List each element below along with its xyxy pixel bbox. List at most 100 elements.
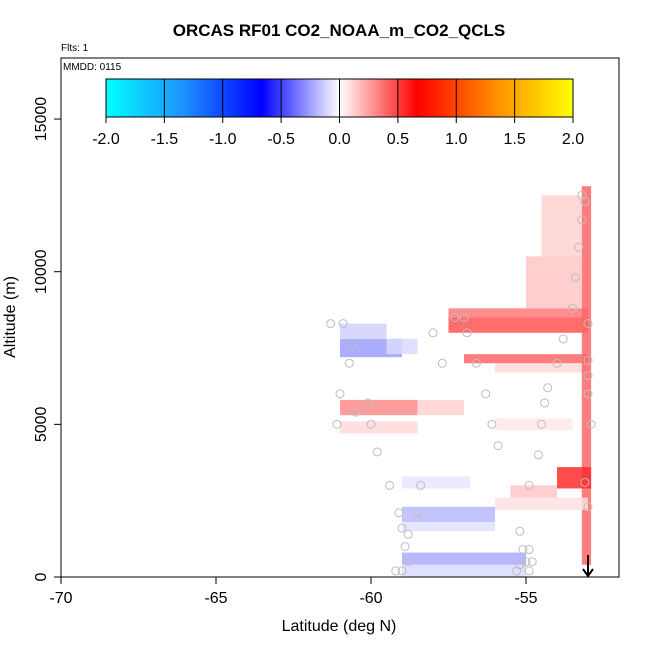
colorbar-tick-label: -1.5	[151, 131, 179, 148]
sample-point	[533, 450, 543, 460]
sample-point	[403, 557, 413, 567]
sample-point	[413, 508, 422, 518]
sample-point	[326, 319, 336, 329]
sample-point	[552, 358, 562, 368]
colorbar-tick-label: -0.5	[267, 131, 295, 148]
flights-annotation: Flts: 1	[61, 43, 89, 54]
sample-point	[515, 526, 525, 536]
heatmap-cell	[340, 421, 418, 434]
sample-point	[558, 334, 568, 344]
sample-point	[543, 383, 553, 393]
sample-point	[338, 319, 348, 329]
sample-point	[397, 566, 407, 576]
heatmap-cell	[495, 418, 573, 431]
x-tick-label: -60	[359, 590, 382, 607]
sample-point	[527, 557, 537, 567]
colorbar-tick-label: 1.0	[445, 131, 467, 148]
sample-point	[568, 303, 577, 313]
x-tick-label: -70	[49, 590, 72, 607]
sample-point	[437, 358, 447, 368]
sample-point	[335, 389, 345, 399]
colorbar-tick-label: 2.0	[562, 131, 584, 148]
heatmap-cell	[448, 308, 588, 318]
y-tick-label: 10000	[33, 249, 50, 294]
x-axis: -70 -65 -60 -55	[49, 576, 538, 607]
sample-point	[487, 419, 497, 429]
sample-point	[471, 358, 481, 368]
heatmap-cell	[495, 497, 588, 510]
sample-point	[583, 371, 593, 381]
sample-point	[518, 545, 528, 555]
sample-point	[583, 355, 593, 365]
sample-point	[459, 313, 469, 322]
sample-point	[586, 419, 596, 429]
y-tick-label: 0	[33, 572, 50, 581]
colorbar-tick-label: 1.5	[504, 131, 526, 148]
heatmap-cell	[448, 317, 588, 333]
colorbar-tick-label: 0.0	[328, 131, 350, 148]
sample-point	[481, 389, 491, 399]
down-arrow-icon	[582, 555, 594, 578]
heatmap-cell	[402, 506, 495, 523]
sample-point	[574, 242, 584, 252]
sample-point	[400, 541, 410, 551]
sample-point	[403, 529, 413, 539]
heatmap-cell	[402, 476, 471, 489]
heatmap-cell	[557, 467, 592, 489]
heatmap-cell	[386, 338, 418, 355]
y-tick-label: 5000	[33, 406, 50, 442]
sample-point	[372, 447, 382, 457]
sample-point	[577, 215, 587, 225]
sample-point	[583, 502, 593, 512]
heatmap-cell	[510, 485, 557, 498]
heatmap-cell	[581, 186, 592, 565]
sample-point	[524, 545, 534, 555]
x-tick-label: -65	[204, 590, 227, 607]
sample-point	[344, 358, 354, 368]
colorbar-tick-label: 0.5	[387, 131, 409, 148]
sample-point	[394, 508, 404, 518]
sample-point	[366, 419, 376, 429]
chart-title: ORCAS RF01 CO2_NOAA_m_CO2_QCLS	[173, 21, 506, 40]
plot-area: MMDD: 0115	[60, 57, 620, 578]
heatmap-cell	[464, 354, 588, 364]
sample-point	[493, 441, 503, 451]
sample-point	[462, 328, 472, 338]
sample-point	[385, 480, 395, 490]
sample-points	[326, 190, 596, 576]
heatmap-cells	[340, 186, 592, 577]
sample-point	[540, 398, 550, 408]
sample-point	[583, 319, 593, 329]
sample-point	[524, 566, 534, 576]
heatmap-cell	[402, 552, 526, 565]
sample-point	[537, 419, 546, 429]
location-marker	[582, 555, 594, 578]
x-tick-label: -55	[514, 590, 537, 607]
colorbar: -2.0 -1.5 -1.0 -0.5 0.0 0.5 1.0 1.5 2.0	[92, 78, 584, 148]
sample-point	[332, 419, 342, 429]
sample-point	[397, 523, 407, 533]
sample-point	[583, 389, 593, 399]
heatmap-cell	[495, 363, 588, 373]
sample-point	[571, 273, 581, 283]
colorbar-tick-label: -2.0	[92, 131, 120, 148]
sample-point	[512, 566, 522, 576]
sample-point	[428, 328, 438, 338]
sample-point	[351, 407, 360, 417]
sample-point	[363, 398, 373, 408]
heatmap-cell	[402, 522, 495, 532]
y-axis-label: Altitude (m)	[2, 276, 19, 358]
y-axis: 0 5000 10000 15000	[33, 97, 61, 581]
sample-point	[416, 480, 426, 490]
heatmap-cell	[417, 399, 464, 416]
sample-point	[580, 477, 590, 487]
colorbar-ticks: -2.0 -1.5 -1.0 -0.5 0.0 0.5 1.0 1.5 2.0	[92, 79, 584, 148]
colorbar-tick-label: -1.0	[209, 131, 237, 148]
heatmap-cell	[526, 256, 582, 309]
heatmap-cell	[402, 564, 526, 577]
y-tick-label: 15000	[33, 97, 50, 142]
sample-point	[450, 313, 460, 322]
sample-point	[524, 480, 534, 490]
x-axis-label: Latitude (deg N)	[282, 618, 397, 635]
